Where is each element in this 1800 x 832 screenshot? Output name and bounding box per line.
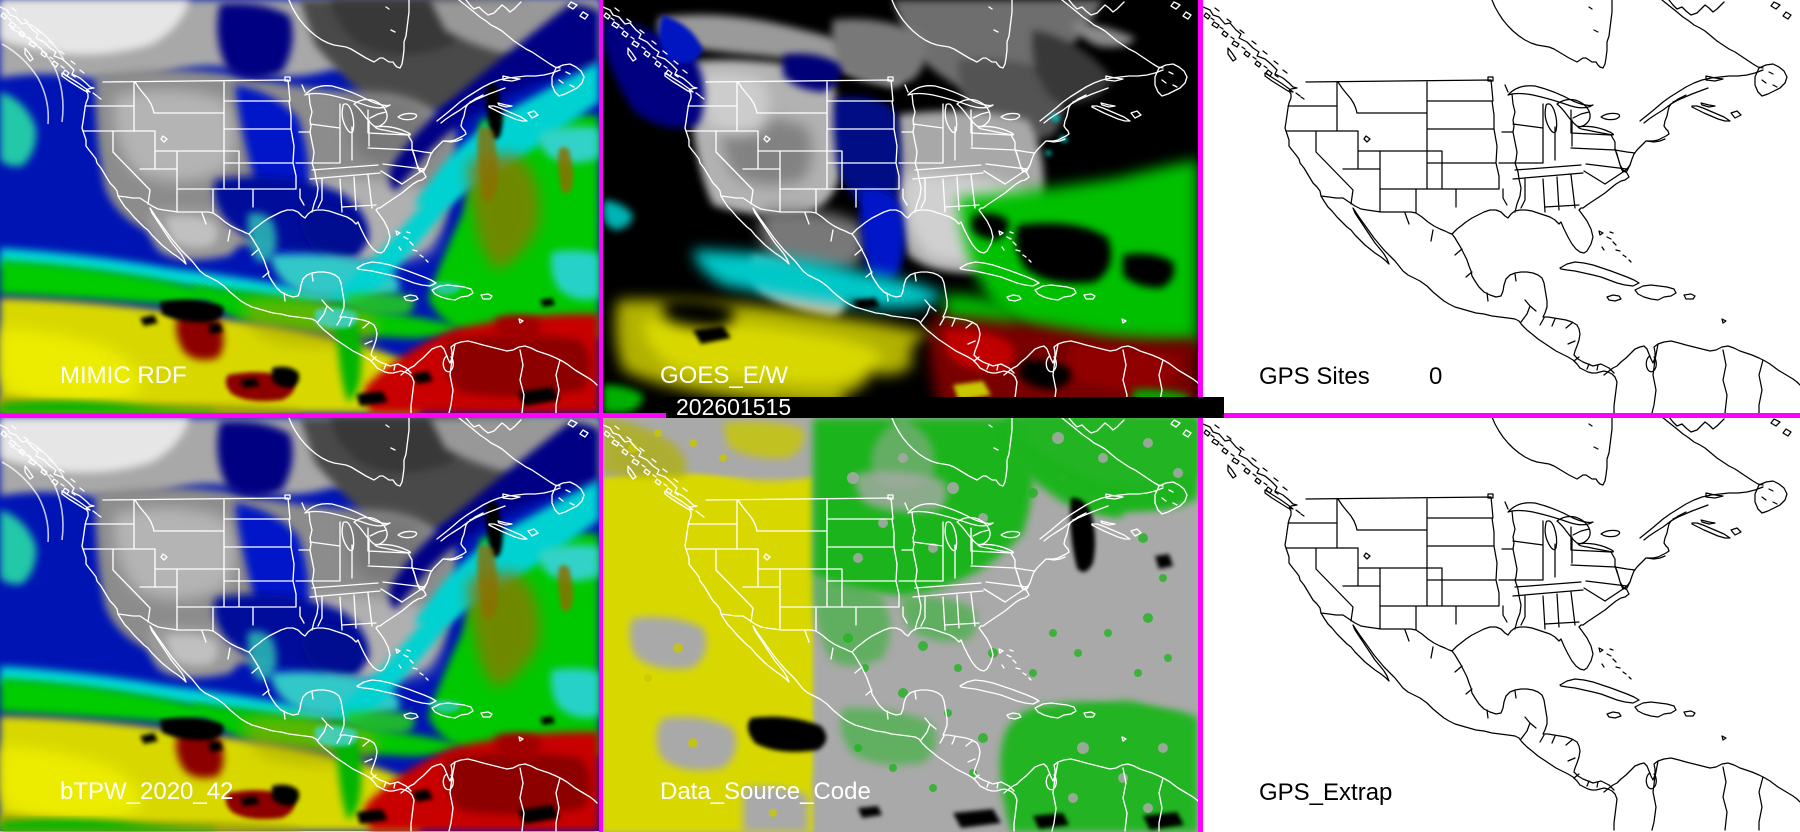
svg-text:202601515: 202601515 xyxy=(676,394,791,420)
svg-text:bTPW_2020_42: bTPW_2020_42 xyxy=(60,778,233,805)
svg-text:Data_Source_Code: Data_Source_Code xyxy=(660,778,871,805)
svg-text:GOES_E/W: GOES_E/W xyxy=(660,362,788,389)
svg-text:GPS_Extrap: GPS_Extrap xyxy=(1259,779,1392,806)
svg-text:GPS Sites: GPS Sites xyxy=(1259,363,1370,390)
svg-text:MIMIC RDF: MIMIC RDF xyxy=(60,362,187,389)
svg-text:0: 0 xyxy=(1429,363,1442,390)
